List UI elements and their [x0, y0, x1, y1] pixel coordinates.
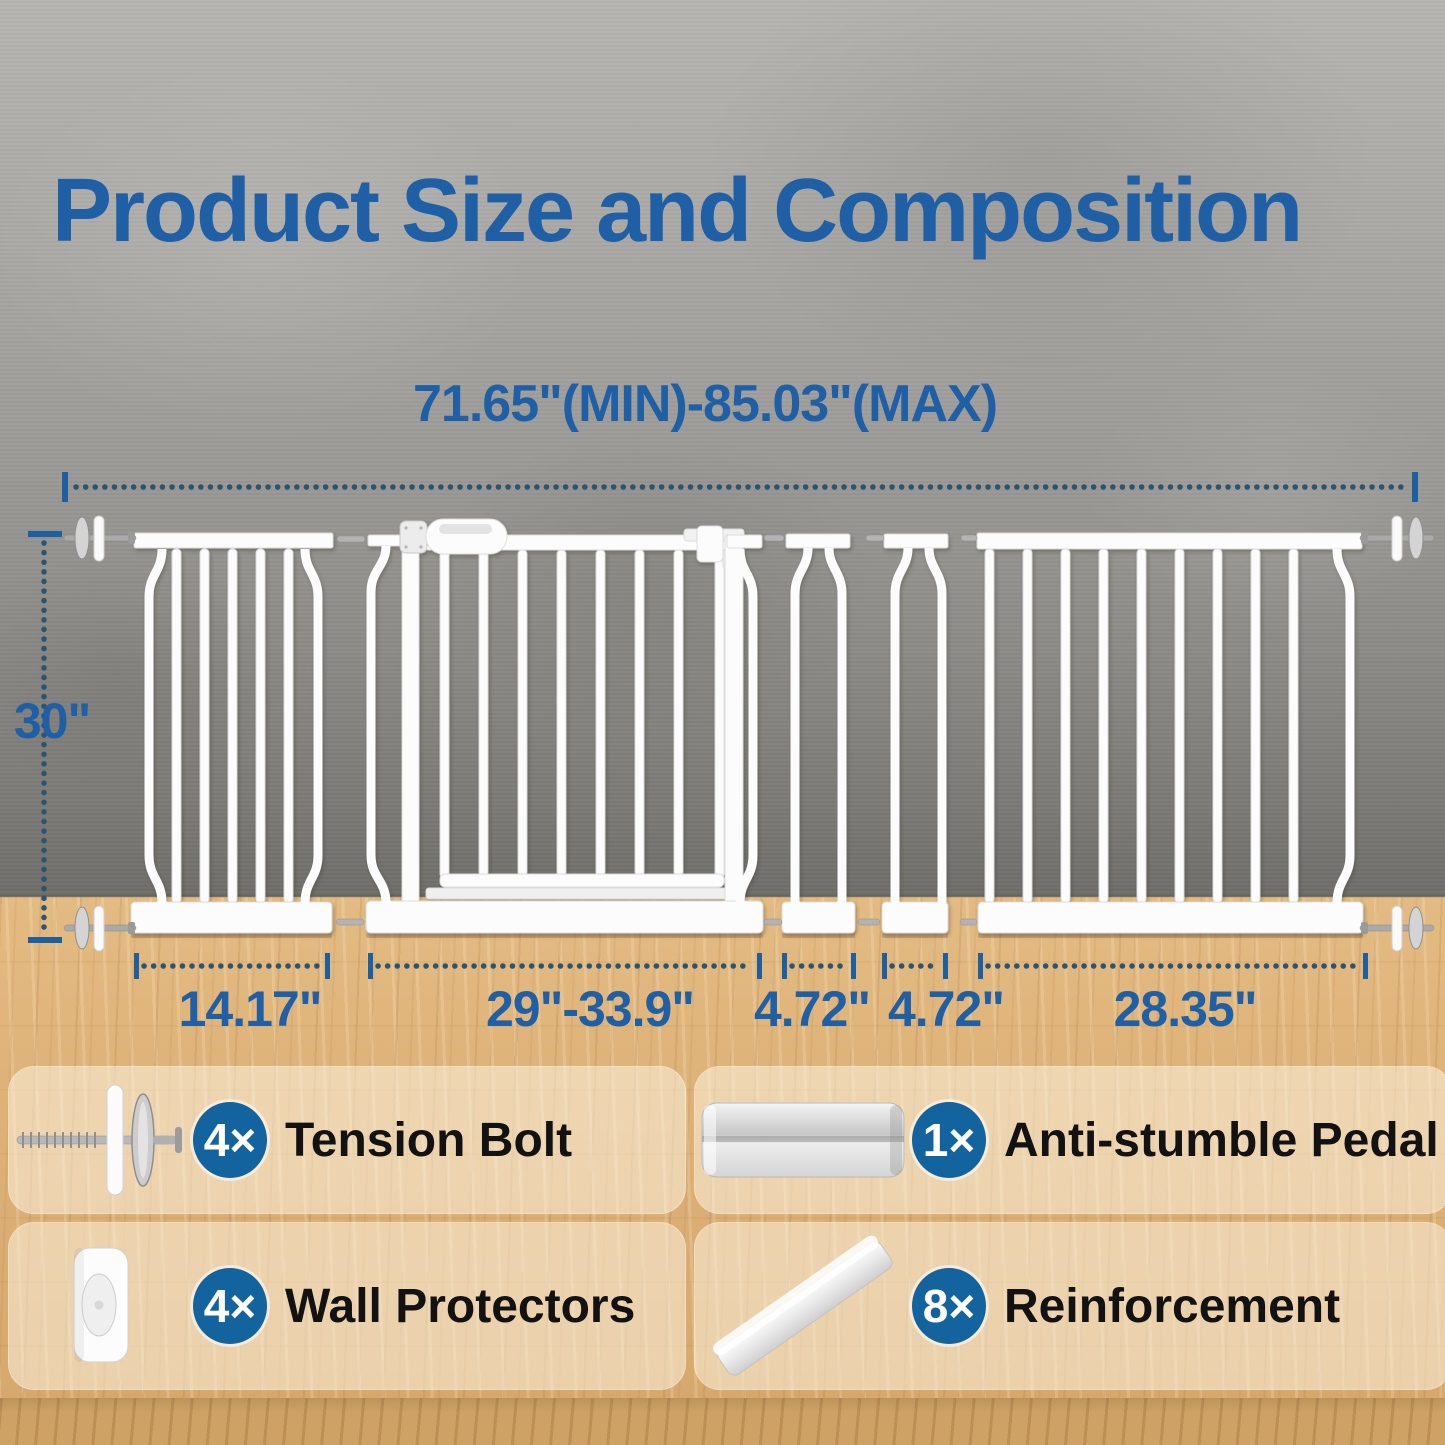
gate-handle [399, 518, 508, 555]
gate-panel-left [130, 532, 334, 934]
part-count-badge: 4× [193, 1102, 267, 1178]
reinforcement-icon [694, 1231, 912, 1381]
gate-curved-bars [144, 545, 1355, 904]
tension-bolt-top-left [63, 515, 137, 562]
height-dimension-label: 30" [13, 693, 91, 749]
part-item-wall-protectors: 4× Wall Protectors [8, 1222, 686, 1390]
panel-width-label-4: 4.72" [887, 981, 1005, 1037]
gate-illustration [28, 472, 1435, 979]
wall-protector-icon [8, 1244, 193, 1368]
part-label: Wall Protectors [285, 1279, 636, 1333]
tension-bolt-top-right [1359, 515, 1435, 562]
dimension-lines [28, 472, 1418, 979]
part-count-badge: 1× [912, 1102, 986, 1178]
gate-floor-shadows [131, 933, 1363, 938]
panel-width-label-1: 14.17" [178, 981, 323, 1037]
part-label: Reinforcement [1004, 1279, 1341, 1333]
part-item-anti-stumble-pedal: 1× Anti-stumble Pedal [694, 1066, 1445, 1214]
tension-bolt-bottom-left [63, 905, 137, 952]
page-title: Product Size and Composition [52, 161, 1303, 261]
connector-pins [335, 534, 978, 926]
gate-extension-small-1 [781, 533, 856, 934]
wood-floor-bottom-strip [0, 1398, 1445, 1445]
panel-width-label-2: 29"-33.9" [486, 981, 695, 1037]
tension-bolt-bottom-right [1359, 905, 1435, 952]
gate-panel-right [976, 532, 1364, 934]
part-item-reinforcement: 8× Reinforcement [694, 1222, 1445, 1390]
part-item-tension-bolt: 4× Tension Bolt [8, 1066, 686, 1214]
gate-structure [130, 518, 1364, 934]
part-count-badge: 8× [912, 1268, 986, 1344]
gate-extension-small-2 [881, 533, 949, 934]
total-width-dimension-label: 71.65"(MIN)-85.03"(MAX) [412, 375, 998, 433]
part-label: Tension Bolt [285, 1113, 573, 1167]
panel-width-label-5: 28.35" [1113, 981, 1258, 1037]
gate-door-frame [365, 518, 764, 934]
panel-width-label-3: 4.72" [753, 981, 871, 1037]
part-label: Anti-stumble Pedal [1004, 1113, 1439, 1167]
part-count-badge: 4× [193, 1268, 267, 1344]
tension-bolts [63, 515, 1435, 952]
anti-stumble-pedal-icon [694, 1094, 912, 1186]
tension-bolt-icon [8, 1075, 193, 1205]
